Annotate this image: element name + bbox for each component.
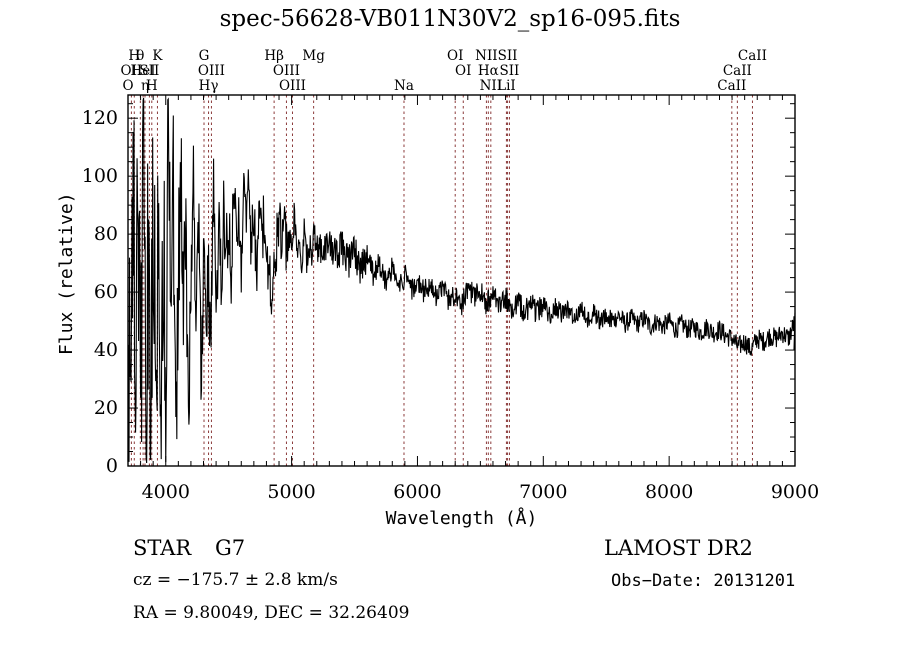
spectral-line-label: CaII	[717, 78, 747, 94]
spectral-line-label: OIII	[197, 63, 225, 79]
x-tick-label: 8000	[644, 481, 694, 503]
spectral-line-label: O	[122, 78, 134, 94]
redshift-velocity-label: cz = −175.7 ± 2.8 km/s	[133, 570, 338, 590]
spectral-line-label: Mg	[302, 48, 325, 64]
y-tick-label: 20	[93, 397, 118, 420]
axis-frame-group	[127, 94, 796, 467]
y-tick-label: 100	[81, 165, 118, 188]
y-tick-label: 120	[81, 107, 118, 130]
y-axis-title: Flux (relative)	[56, 192, 77, 355]
spectral-line-label: LiI	[497, 78, 516, 94]
spectral-type-label: G7	[215, 536, 246, 560]
page-title: spec-56628-VB011N30V2_sp16-095.fits	[219, 6, 681, 32]
y-tick-label: 0	[105, 455, 118, 477]
spectral-line-label: Hγ	[198, 78, 219, 94]
spectral-line-label: OIII	[272, 63, 300, 79]
x-tick-label: 5000	[267, 481, 316, 503]
object-class-label: STAR	[133, 536, 192, 560]
coordinates-label: RA = 9.80049, DEC = 32.26409	[133, 603, 410, 623]
spectral-line-label: H	[128, 48, 141, 64]
spectral-line-label: Hα	[477, 63, 499, 79]
spectrum-trace-group	[127, 97, 796, 464]
x-tick-label: 6000	[393, 481, 442, 503]
spectral-line-label: K	[152, 48, 163, 64]
marker-line-group	[127, 95, 753, 466]
spectral-line-label: OI	[447, 48, 464, 64]
spectral-line-label: OII	[120, 63, 143, 79]
x-tick-label: 9000	[770, 481, 820, 503]
spectral-line-label: NII	[475, 48, 498, 64]
spectral-line-label: NII	[479, 78, 503, 94]
spectral-line-label: SII	[139, 63, 160, 79]
spectral-line-label: θ	[136, 48, 145, 64]
survey-label: LAMOST DR2	[604, 536, 753, 560]
spectral-line-label: Hβ	[264, 48, 284, 64]
spectral-line-label: HeI	[130, 63, 156, 79]
y-tick-label: 40	[93, 339, 118, 362]
x-tick-label: 7000	[519, 481, 568, 503]
spectral-line-label: Na	[394, 78, 414, 94]
spectral-line-label: CaII	[737, 48, 767, 64]
spectral-line-label: CaII	[722, 63, 752, 79]
y-tick-label: 60	[93, 281, 118, 304]
spectral-line-label: OI	[455, 63, 472, 79]
x-axis-title: Wavelength (Å)	[385, 508, 538, 529]
x-tick-label: 4000	[141, 481, 190, 503]
plot-frame	[127, 94, 796, 467]
spectral-line-label: η	[140, 78, 150, 94]
observation-date-label: Obs−Date: 20131201	[611, 571, 796, 591]
spectral-line-label: OIII	[278, 78, 307, 94]
y-tick-label: 80	[93, 223, 118, 246]
spectral-line-label: G	[198, 48, 210, 64]
spectral-line-label: H	[145, 78, 158, 94]
spectral-line-label: SII	[499, 63, 520, 79]
spectrum-line	[127, 97, 796, 464]
spectral-line-label: SII	[497, 48, 518, 64]
